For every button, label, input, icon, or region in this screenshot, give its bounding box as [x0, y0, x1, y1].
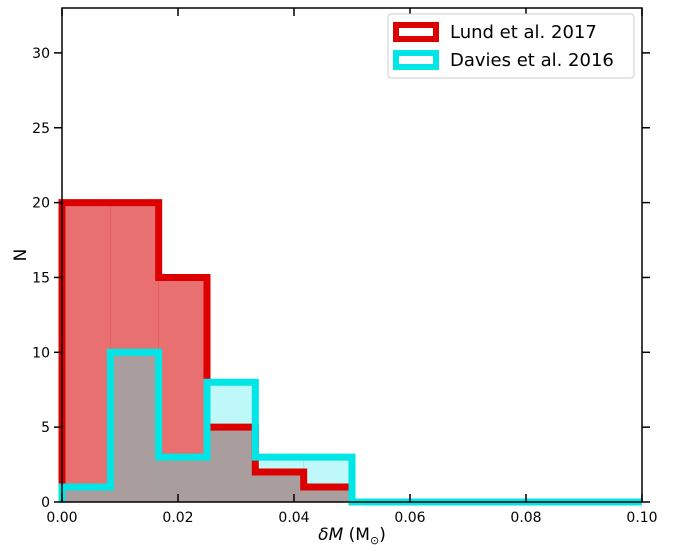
legend: Lund et al. 2017 Davies et al. 2016: [387, 13, 635, 79]
y-tick-label: 25: [32, 121, 50, 137]
y-tick-label: 10: [32, 345, 50, 361]
overlap-bar-3: [207, 427, 256, 502]
y-tick-label: 0: [41, 495, 50, 511]
y-tick-label: 30: [32, 46, 50, 62]
x-axis-label: δM (M⊙): [318, 525, 386, 547]
y-tick-label: 15: [32, 270, 50, 286]
bar-lund-et-al-2017-0: [61, 202, 111, 503]
legend-label-lund-et-al-2017: Lund et al. 2017: [450, 22, 597, 43]
y-tick-label: 5: [41, 420, 50, 436]
x-tick-label: 0.06: [394, 510, 425, 526]
overlap-bar-5: [303, 487, 352, 502]
y-axis-label: N: [11, 249, 31, 262]
x-tick-label: 0.00: [46, 510, 77, 526]
legend-box: [387, 13, 635, 79]
overlap-bar-4: [255, 472, 304, 502]
x-tick-label: 0.02: [162, 510, 193, 526]
legend-label-davies-et-al-2016: Davies et al. 2016: [450, 50, 614, 71]
overlap-bar-1: [110, 352, 159, 502]
x-tick-label: 0.10: [626, 510, 657, 526]
plot-frame: [61, 7, 643, 503]
plot-fills: [61, 202, 353, 503]
overlap-bar-2: [158, 457, 207, 502]
axis-tick-labels: 0.00 0.02 0.04 0.06 0.08 0.10 0 5 10 15 20 25 30: [32, 46, 657, 526]
y-tick-label: 20: [32, 196, 50, 212]
legend-swatch-davies-et-al-2016: [393, 50, 439, 70]
x-tick-label: 0.08: [510, 510, 541, 526]
x-tick-label: 0.04: [278, 510, 309, 526]
axis-ticks: [54, 8, 650, 503]
overlap-bar-0: [62, 487, 111, 502]
legend-swatch-lund-et-al-2017: [393, 22, 439, 42]
